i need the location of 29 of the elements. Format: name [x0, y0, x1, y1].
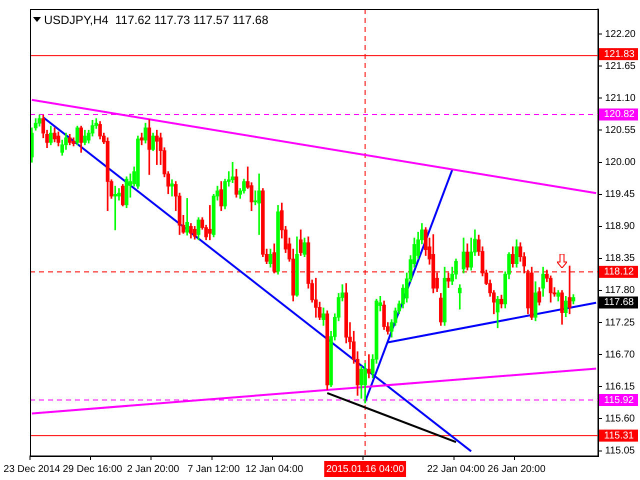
ref-line-label: 115.92 — [604, 394, 634, 406]
ref-line-label: 115.31 — [604, 430, 634, 442]
ref-line-label: 118.12 — [604, 266, 634, 278]
y-tick-label: 120.00 — [605, 157, 636, 168]
x-tick-label: 2 Jan 20:00 — [126, 464, 180, 475]
x-tick-label: 2015.01.16 04:00 — [326, 464, 404, 475]
y-tick-label: 117.25 — [605, 317, 636, 328]
chart-title: USDJPY,H4 117.62 117.73 117.57 117.68 — [44, 13, 268, 27]
y-tick-label: 121.10 — [605, 92, 636, 104]
y-tick-label: 116.15 — [605, 381, 636, 392]
x-tick-label: 29 Dec 16:00 — [62, 464, 123, 475]
y-tick-label: 120.55 — [605, 124, 636, 136]
ref-line-label: 120.82 — [604, 109, 636, 120]
y-tick-label: 118.90 — [605, 221, 636, 232]
y-tick-label: 121.65 — [605, 60, 636, 72]
x-tick-label: 23 Dec 2014 — [4, 464, 61, 475]
y-tick-label: 117.80 — [605, 285, 636, 296]
x-tick-label: 7 Jan 12:00 — [188, 464, 240, 475]
y-tick-label: 116.70 — [605, 349, 636, 360]
text: 117.68 — [604, 297, 634, 308]
x-tick-label: 12 Jan 04:00 — [245, 464, 304, 475]
x-tick-label: 22 Jan 04:00 — [427, 464, 486, 475]
y-tick-label: 115.60 — [605, 413, 636, 424]
x-tick-label: 26 Jan 20:00 — [488, 464, 546, 475]
y-tick-label: 115.05 — [605, 446, 636, 457]
ref-line-label: 121.83 — [604, 48, 636, 60]
y-tick-label: 122.20 — [605, 28, 636, 40]
y-tick-label: 118.35 — [605, 253, 636, 264]
y-tick-label: 119.45 — [605, 189, 636, 200]
